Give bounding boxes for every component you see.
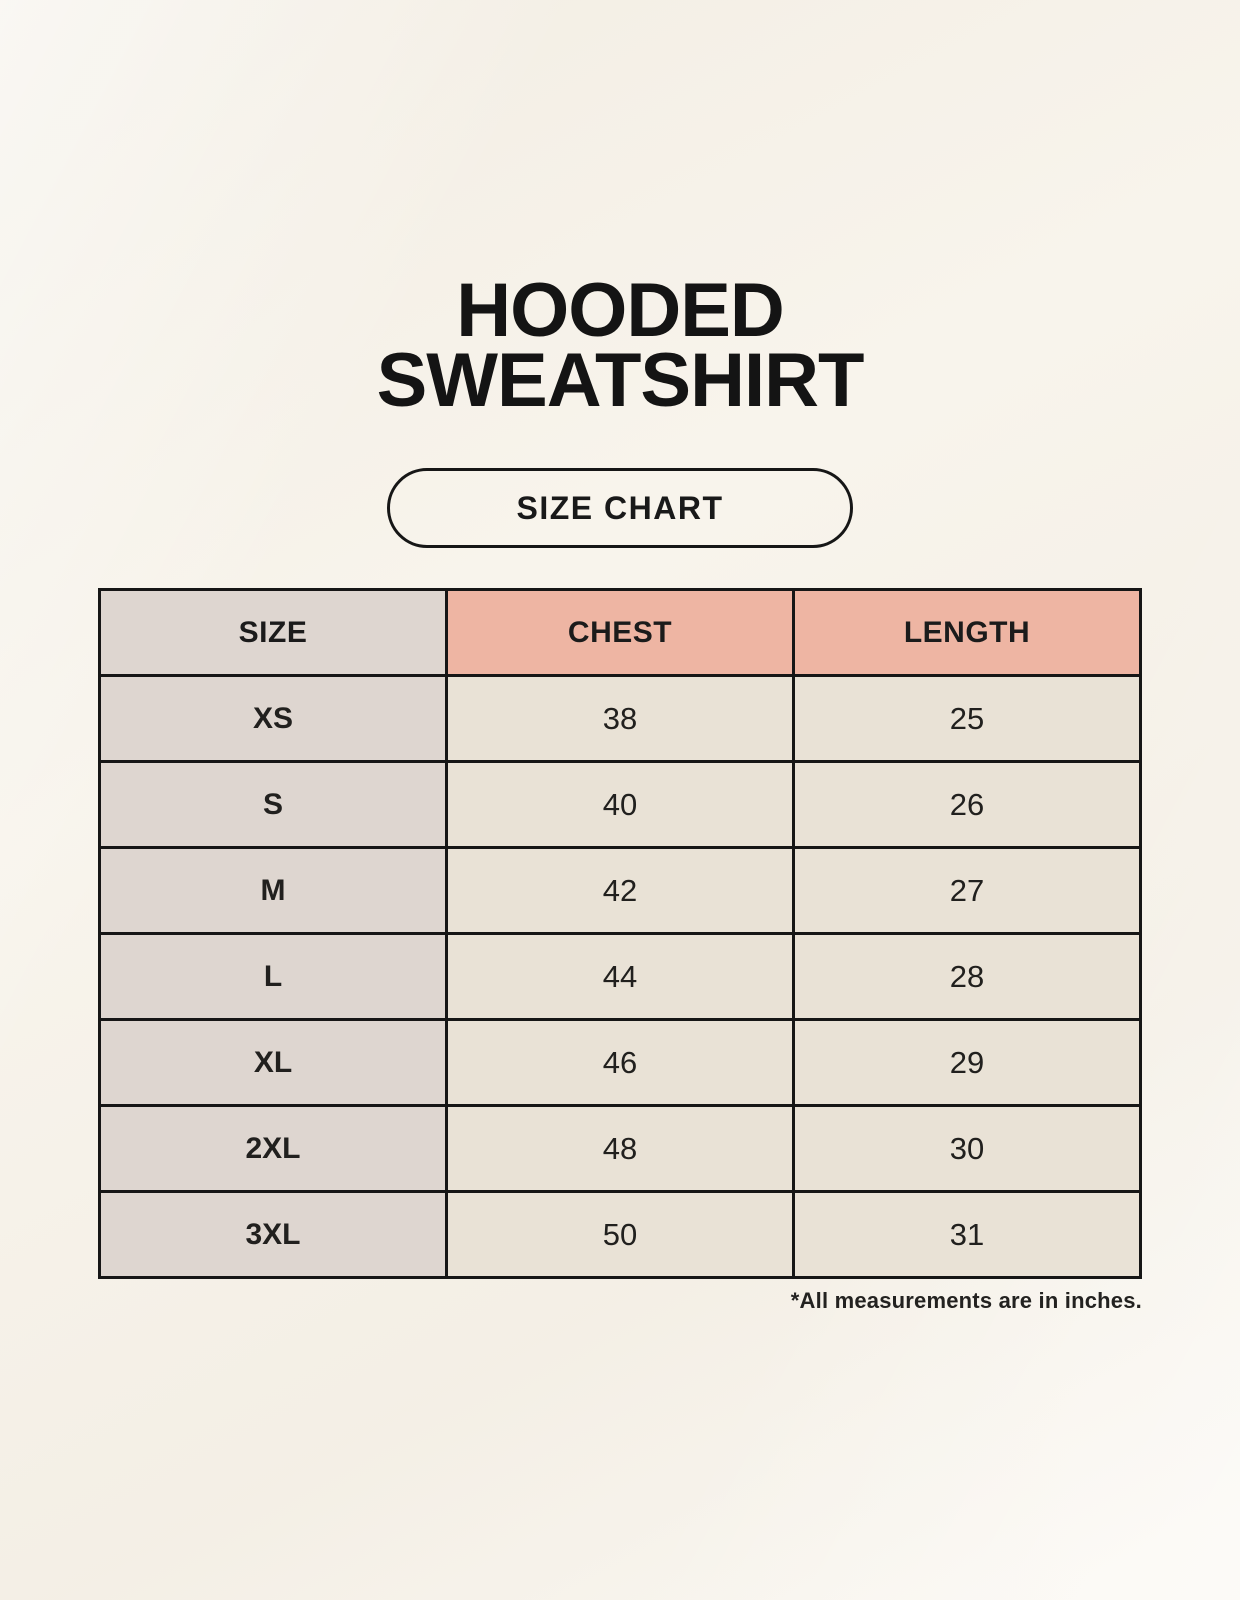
column-header-length: LENGTH [792,588,1142,677]
length-cell: 31 [792,1190,1142,1279]
length-cell: 28 [792,932,1142,1021]
size-cell: L [98,932,448,1021]
chest-cell: 48 [445,1104,795,1193]
length-cell: 30 [792,1104,1142,1193]
chest-cell: 42 [445,846,795,935]
size-cell: S [98,760,448,849]
table-row: L 44 28 [98,932,1142,1021]
size-chart-page: HOODED SWEATSHIRT SIZE CHART SIZE CHEST LE… [98,268,1142,1313]
table-row: 2XL 48 30 [98,1104,1142,1193]
size-chart-badge-label: SIZE CHART [516,489,724,526]
size-cell: M [98,846,448,935]
table-row: XS 38 25 [98,674,1142,763]
column-header-chest: CHEST [445,588,795,677]
size-chart-badge: SIZE CHART [387,468,853,548]
chest-cell: 46 [445,1018,795,1107]
measurement-footnote: *All measurements are in inches. [790,1288,1142,1313]
table-row: 3XL 50 31 [98,1190,1142,1279]
header-row: SIZE CHEST LENGTH [98,588,1142,677]
chest-cell: 50 [445,1190,795,1279]
size-table-body: XS 38 25 S 40 26 M 42 27 L 44 28 XL 46 29 2XL 48 30 3XL 50 3… [98,674,1142,1279]
size-cell: 2XL [98,1104,448,1193]
length-cell: 26 [792,760,1142,849]
size-cell: 3XL [98,1190,448,1279]
chest-cell: 38 [445,674,795,763]
table-row: S 40 26 [98,760,1142,849]
length-cell: 25 [792,674,1142,763]
page-title: HOODED SWEATSHIRT [376,268,865,423]
size-cell: XL [98,1018,448,1107]
table-row: XL 46 29 [98,1018,1142,1107]
table-row: M 42 27 [98,846,1142,935]
size-table: SIZE CHEST LENGTH XS 38 25 S 40 26 M 42 27 L 44 28 XL 4… [98,588,1142,1279]
chest-cell: 40 [445,760,795,849]
column-header-size: SIZE [98,588,448,677]
size-cell: XS [98,674,448,763]
chest-cell: 44 [445,932,795,1021]
length-cell: 29 [792,1018,1142,1107]
length-cell: 27 [792,846,1142,935]
size-table-header: SIZE CHEST LENGTH [98,588,1142,677]
